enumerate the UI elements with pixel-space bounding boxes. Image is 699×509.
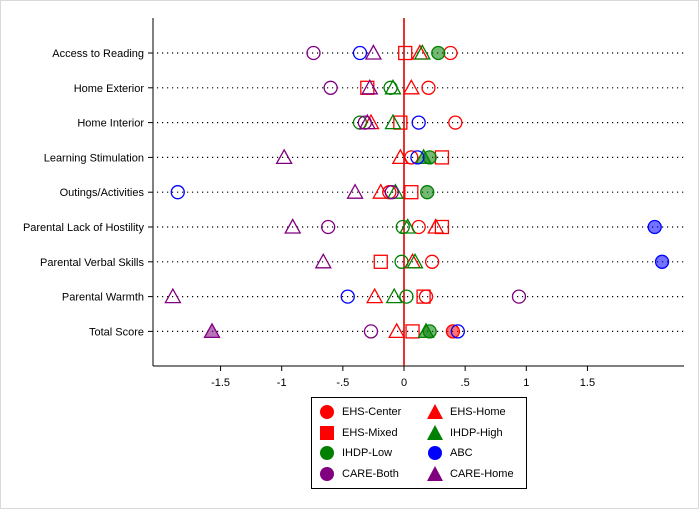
marker-ihdp-low — [420, 185, 435, 200]
marker-abc — [340, 289, 355, 304]
marker-ihdp-high — [384, 113, 402, 130]
y-tick-label: Home Interior — [77, 118, 144, 130]
marker-ihdp-low — [422, 324, 437, 339]
marker-ehs-center — [424, 254, 440, 269]
legend-label: CARE-Both — [342, 467, 399, 480]
legend-label: CARE-Home — [450, 467, 514, 480]
marker-ehs-mixed — [416, 289, 431, 304]
legend-item: IHDP-Low — [318, 443, 392, 463]
legend-label: EHS-Mixed — [342, 426, 398, 439]
x-tick-label: -.5 — [336, 377, 349, 389]
legend-label: ABC — [450, 447, 473, 459]
marker-care-home — [364, 44, 383, 60]
legend-triangle-icon — [427, 404, 443, 419]
marker-abc — [352, 45, 368, 61]
legend-item: CARE-Both — [318, 464, 399, 484]
legend-item: EHS-Home — [426, 402, 506, 422]
legend-label: EHS-Center — [342, 406, 402, 418]
marker-abc — [411, 115, 426, 130]
marker-ihdp-low — [422, 150, 437, 165]
y-tick-label: Home Exterior — [74, 83, 145, 95]
legend-item: EHS-Mixed — [318, 423, 398, 443]
marker-ehs-home — [388, 322, 406, 339]
x-tick-label: 1 — [523, 377, 529, 389]
marker-abc — [654, 254, 670, 269]
legend-triangle-icon — [427, 465, 443, 481]
y-tick-label: Total Score — [89, 326, 144, 338]
marker-ihdp-high — [399, 218, 417, 234]
legend-square-icon — [320, 425, 334, 440]
marker-ehs-center — [443, 45, 458, 61]
marker-care-both — [306, 45, 321, 61]
x-tick-label: 0 — [401, 377, 407, 389]
marker-ehs-center — [445, 324, 461, 339]
marker-care-home — [284, 218, 302, 234]
chart-legend: EHS-Center EHS-Home EHS-Mixed IHDP-High IHDP… — [311, 397, 527, 489]
y-tick-label: Learning Stimulation — [44, 152, 144, 164]
marker-ehs-home — [402, 78, 420, 95]
marker-abc — [410, 150, 425, 165]
marker-ehs-mixed — [404, 185, 419, 200]
marker-ehs-home — [411, 44, 429, 60]
marker-care-both — [323, 80, 338, 95]
marker-ehs-mixed — [405, 324, 420, 339]
marker-ehs-center — [448, 115, 463, 130]
marker-abc — [450, 324, 465, 339]
marker-ehs-home — [372, 183, 390, 199]
marker-ihdp-low — [395, 219, 410, 235]
x-tick-label: 1.5 — [580, 377, 595, 389]
marker-care-home — [346, 183, 364, 199]
marker-ehs-mixed — [373, 254, 388, 269]
marker-care-home — [358, 113, 376, 130]
x-tick-label: -1.5 — [211, 377, 230, 389]
legend-triangle-icon — [427, 424, 443, 440]
y-tick-label: Outings/Activities — [60, 187, 145, 199]
y-tick-label: Parental Warmth — [62, 292, 144, 304]
marker-care-both — [321, 219, 336, 235]
legend-label: IHDP-Low — [342, 447, 393, 459]
legend-item: EHS-Center — [318, 402, 401, 422]
legend-label: EHS-Home — [450, 406, 506, 418]
marker-care-both — [511, 289, 527, 304]
marker-care-home — [203, 322, 221, 339]
legend-circle-icon — [428, 446, 442, 460]
legend-label: IHDP-High — [450, 426, 503, 439]
marker-ehs-center — [421, 80, 436, 95]
marker-care-both — [363, 324, 379, 339]
marker-abc — [170, 185, 185, 200]
y-tick-label: Access to Reading — [52, 48, 144, 60]
marker-ihdp-high — [385, 287, 403, 304]
marker-care-home — [361, 78, 379, 95]
y-tick-label: Parental Lack of Hostility — [23, 222, 145, 234]
x-tick-label: -1 — [277, 377, 287, 389]
legend-circle-icon — [320, 405, 334, 419]
marker-ehs-home — [391, 148, 409, 165]
marker-ihdp-low — [431, 45, 446, 61]
marker-ehs-mixed — [434, 219, 450, 235]
legend-circle-icon — [320, 446, 334, 460]
marker-ihdp-low — [383, 80, 398, 95]
marker-abc — [647, 219, 662, 235]
marker-care-both — [384, 185, 399, 200]
marker-ihdp-low — [399, 289, 414, 304]
legend-item: IHDP-High — [426, 423, 503, 443]
x-tick-label: .5 — [461, 377, 470, 389]
legend-item: CARE-Home — [426, 464, 514, 484]
marker-care-home — [275, 148, 293, 165]
marker-care-home — [314, 252, 332, 269]
legend-item: ABC — [426, 443, 473, 463]
marker-care-home — [164, 287, 182, 304]
marker-ihdp-high — [413, 44, 431, 60]
marker-ehs-mixed — [398, 45, 413, 61]
y-tick-label: Parental Verbal Skills — [40, 257, 144, 269]
marker-ehs-home — [366, 287, 384, 304]
marker-ihdp-high — [406, 252, 424, 269]
legend-circle-icon — [320, 466, 334, 481]
marker-ihdp-low — [394, 254, 409, 269]
